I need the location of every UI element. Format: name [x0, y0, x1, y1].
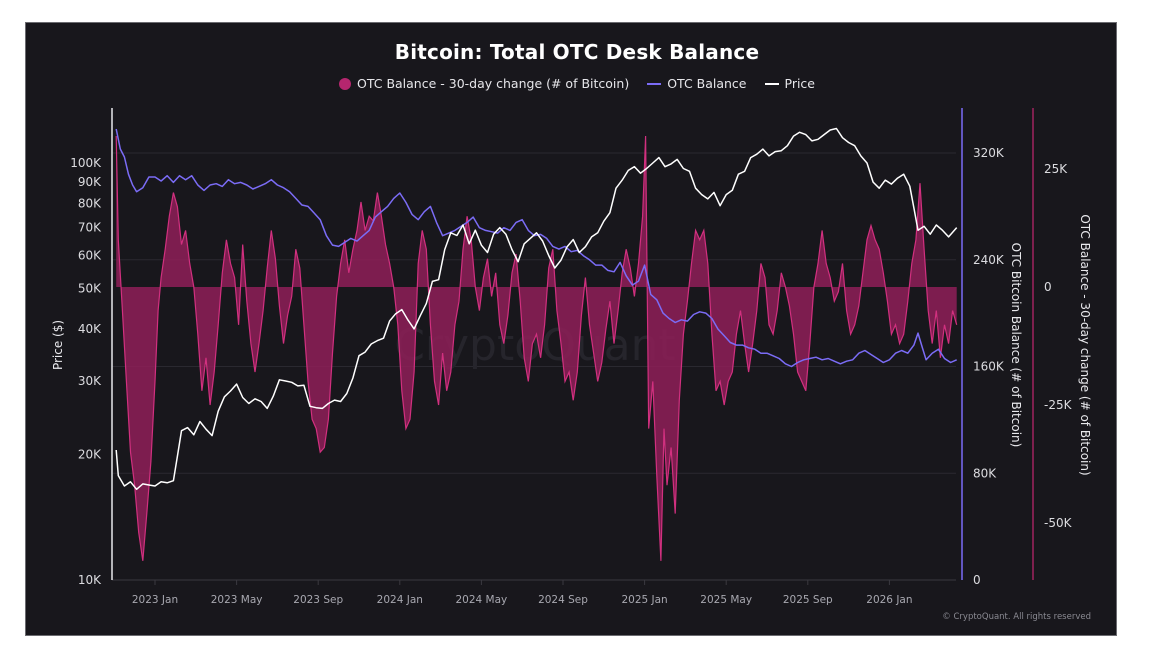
- x-tick-label: 2024 Sep: [538, 594, 588, 606]
- legend-dot-icon: [339, 77, 351, 90]
- series-lines-layer: [115, 127, 958, 491]
- price-tick-label: 60K: [78, 249, 102, 263]
- tick-labels-layer: 10K 20K 30K 40K 50K 60K 70K 80K 90K 100K 0 80K 160K 2…: [51, 146, 1092, 606]
- change-tick-label: -25K: [1044, 398, 1073, 412]
- price-tick-label: 100K: [70, 156, 102, 170]
- price-tick-label: 40K: [78, 322, 102, 336]
- x-tick-label: 2023 Sep: [293, 594, 343, 606]
- legend-line-icon: [764, 82, 779, 85]
- change-tick-label: 25K: [1044, 162, 1068, 176]
- legend-label-change: OTC Balance - 30-day change (# of Bitcoi…: [357, 76, 630, 91]
- price-tick-label: 90K: [78, 175, 102, 189]
- balance-axis-title: OTC Bitcoin Balance (# of Bitcoin): [1009, 243, 1023, 448]
- axes-layer: [111, 108, 1034, 585]
- legend-item-balance[interactable]: OTC Balance: [647, 76, 747, 91]
- balance-tick-label: 240K: [973, 253, 1005, 267]
- legend-item-change[interactable]: OTC Balance - 30-day change (# of Bitcoi…: [339, 76, 629, 91]
- price-axis-title: Price ($): [51, 320, 65, 370]
- x-tick-label: 2024 May: [456, 594, 508, 606]
- x-tick-label: 2026 Jan: [866, 594, 912, 606]
- change-tick-label: 0: [1044, 280, 1052, 294]
- price-tick-label: 10K: [78, 573, 102, 587]
- x-tick-label: 2023 May: [211, 594, 263, 606]
- balance-tick-label: 320K: [973, 146, 1005, 160]
- change-area-layer: [115, 135, 958, 561]
- legend-line-icon: [647, 82, 662, 85]
- balance-tick-label: 80K: [973, 466, 997, 480]
- price-tick-label: 20K: [78, 447, 102, 461]
- legend-label-price: Price: [784, 76, 816, 91]
- price-tick-label: 80K: [78, 196, 102, 210]
- balance-tick-label: 0: [973, 573, 981, 587]
- x-tick-label: 2023 Jan: [132, 594, 178, 606]
- chart-legend: OTC Balance - 30-day change (# of Bitcoi…: [0, 76, 1154, 91]
- chart-title: Bitcoin: Total OTC Desk Balance: [394, 40, 760, 64]
- x-tick-label: 2024 Jan: [377, 594, 423, 606]
- price-tick-label: 30K: [78, 374, 102, 388]
- price-tick-label: 70K: [78, 221, 102, 235]
- change-axis-title: OTC Balance - 30-day change (# of Bitcoi…: [1078, 214, 1092, 475]
- x-tick-label: 2025 May: [700, 594, 752, 606]
- copyright-notice: © CryptoQuant. All rights reserved: [942, 612, 1091, 622]
- legend-label-balance: OTC Balance: [667, 76, 747, 91]
- price-series-line: [115, 127, 958, 491]
- x-tick-label: 2025 Jan: [621, 594, 667, 606]
- balance-tick-label: 160K: [973, 360, 1005, 374]
- x-tick-label: 2025 Sep: [783, 594, 833, 606]
- legend-item-price[interactable]: Price: [764, 76, 816, 91]
- gridlines: [112, 152, 956, 581]
- price-tick-label: 50K: [78, 282, 102, 296]
- change-series-line: [115, 135, 958, 561]
- change-tick-label: -50K: [1044, 516, 1073, 530]
